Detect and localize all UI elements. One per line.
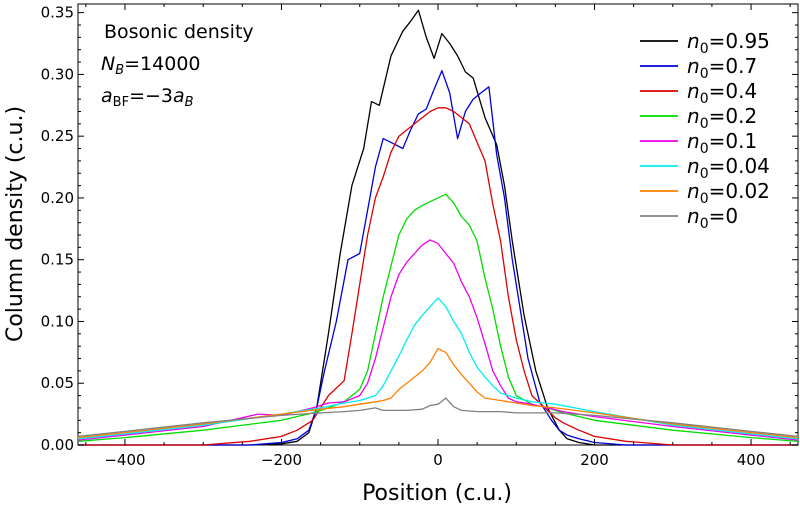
y-tick-label: 0.10 (41, 312, 74, 330)
legend-label-5: n0=0.04 (687, 154, 770, 182)
y-tick-label: 0.35 (41, 4, 74, 22)
y-tick-label: 0.05 (41, 374, 74, 392)
series-line-6 (77, 347, 799, 439)
x-axis-title: Position (c.u.) (362, 481, 512, 506)
series-line-1 (78, 70, 798, 446)
legend-label-4: n0=0.1 (687, 129, 757, 157)
y-tick-label: 0.00 (41, 436, 74, 454)
y-tick-label: 0.30 (41, 65, 74, 83)
x-tick-label: −400 (104, 451, 145, 469)
y-axis-title: Column density (c.u.) (3, 106, 28, 342)
x-tick-label: 200 (580, 451, 609, 469)
legend-label-1: n0=0.7 (687, 54, 757, 82)
legend-label-6: n0=0.02 (687, 179, 770, 207)
x-tick-label: −200 (261, 451, 302, 469)
series-line-5 (77, 297, 799, 440)
legend: n0=0.95n0=0.7n0=0.4n0=0.2n0=0.1n0=0.04n0… (640, 29, 770, 232)
x-tick-label: 0 (433, 451, 443, 469)
ticks-group: −400 −200 0 200 400 0.00 0.05 0.10 0.15 0.20 0.25 0… (41, 4, 798, 469)
series-line-4 (77, 239, 799, 441)
y-tick-label: 0.15 (41, 251, 74, 269)
series-line-7 (77, 397, 799, 438)
y-tick-label: 0.20 (41, 189, 74, 207)
annotation-abf: aBF=−3aB (101, 85, 194, 110)
legend-label-0: n0=0.95 (687, 29, 770, 57)
annotation-block: Bosonic density NB=14000 aBF=−3aB (101, 21, 254, 110)
legend-label-2: n0=0.4 (687, 79, 757, 107)
y-tick-label: 0.25 (41, 127, 74, 145)
series-group (77, 9, 799, 446)
annotation-title: Bosonic density (104, 21, 254, 43)
legend-label-7: n0=0 (687, 204, 738, 232)
annotation-nb: NB=14000 (101, 53, 201, 78)
legend-label-3: n0=0.2 (687, 104, 757, 132)
x-tick-label: 400 (737, 451, 766, 469)
